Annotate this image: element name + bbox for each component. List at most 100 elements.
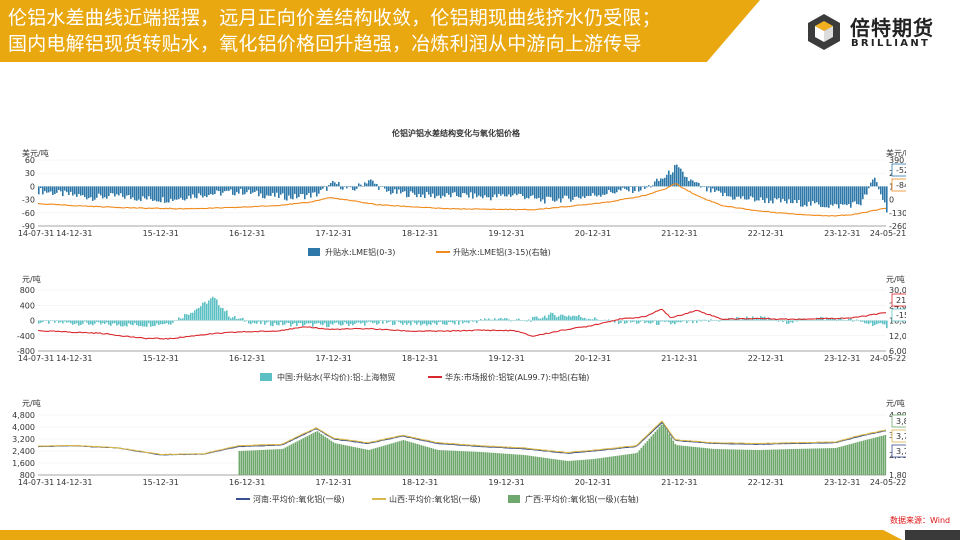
bar — [84, 320, 86, 322]
bar — [716, 186, 718, 191]
bar — [412, 320, 414, 322]
bar — [834, 448, 837, 475]
bar — [400, 440, 403, 475]
bar — [174, 319, 176, 321]
bar — [652, 320, 654, 323]
bar — [364, 320, 366, 326]
bar — [638, 320, 640, 324]
bar — [40, 186, 42, 189]
bar — [634, 320, 636, 322]
bar — [476, 320, 478, 324]
bar — [752, 449, 755, 475]
bar — [552, 458, 555, 475]
bar — [722, 186, 724, 197]
bar — [702, 447, 705, 475]
bar — [328, 439, 331, 475]
bar — [698, 447, 701, 475]
bar — [426, 186, 428, 192]
bar — [60, 186, 62, 192]
bar — [530, 320, 532, 322]
bar — [68, 320, 70, 323]
bar — [808, 448, 811, 475]
bar — [826, 186, 828, 208]
bar — [44, 186, 46, 192]
bar — [580, 316, 582, 321]
bar — [168, 186, 170, 203]
bar — [688, 446, 691, 475]
bar — [384, 320, 386, 321]
legend-label: 升贴水:LME铝(3-15)(右轴) — [453, 247, 551, 257]
x-tick-label: 14-12-31 — [56, 229, 92, 238]
bar — [386, 444, 389, 475]
bar — [882, 186, 884, 200]
bar — [870, 320, 872, 323]
bar — [556, 317, 558, 321]
bar — [628, 454, 631, 475]
bar — [254, 320, 256, 324]
bar — [520, 454, 523, 475]
bar — [380, 446, 383, 475]
left-tick-label: 4,000 — [12, 423, 35, 432]
bar — [686, 177, 688, 187]
bar — [442, 186, 444, 196]
bar — [696, 447, 699, 475]
bar — [48, 320, 50, 324]
bar — [236, 186, 238, 193]
bar — [292, 186, 294, 200]
bar — [540, 186, 542, 202]
bar — [532, 316, 534, 321]
bar — [330, 320, 332, 324]
x-tick-label: 17-12-31 — [315, 478, 351, 487]
bar — [770, 449, 773, 475]
bar — [802, 186, 804, 207]
bar — [514, 320, 516, 321]
bar — [660, 424, 663, 475]
bar — [98, 186, 100, 194]
bar — [786, 186, 788, 204]
bar — [522, 454, 525, 475]
bar — [596, 186, 598, 197]
bar — [458, 450, 461, 475]
bar — [246, 186, 248, 193]
bar — [574, 315, 576, 321]
bar — [762, 186, 764, 201]
bar — [592, 319, 594, 321]
bar — [700, 320, 702, 322]
right-tick-label: 390 — [889, 156, 904, 165]
bar — [418, 186, 420, 194]
bar — [584, 317, 586, 321]
bar — [612, 456, 615, 475]
bar — [646, 320, 648, 323]
x-tick-label: 14-07-31 — [18, 478, 54, 487]
bar — [880, 320, 882, 324]
bar — [602, 320, 604, 321]
bar — [568, 460, 571, 475]
bar — [396, 441, 399, 475]
bar — [354, 186, 356, 191]
bar — [622, 186, 624, 188]
bar — [442, 450, 445, 475]
x-tick-label: 22-12-31 — [748, 229, 784, 238]
bar — [528, 319, 530, 321]
bar — [766, 186, 768, 199]
bar — [406, 320, 408, 325]
bar — [536, 186, 538, 199]
bar — [658, 427, 661, 475]
bar — [46, 320, 48, 321]
left-tick-label: -400 — [17, 332, 35, 341]
bar — [116, 320, 118, 326]
bar — [570, 316, 572, 321]
bar — [742, 318, 744, 321]
bar — [382, 186, 384, 187]
bar — [226, 310, 228, 321]
bar — [734, 449, 737, 475]
bar — [690, 179, 692, 187]
bar — [672, 440, 675, 475]
bar — [108, 186, 110, 197]
bar — [186, 186, 188, 199]
bar — [780, 319, 782, 321]
bar — [750, 186, 752, 197]
bar — [202, 302, 204, 321]
bar — [490, 186, 492, 201]
bar — [458, 186, 460, 197]
